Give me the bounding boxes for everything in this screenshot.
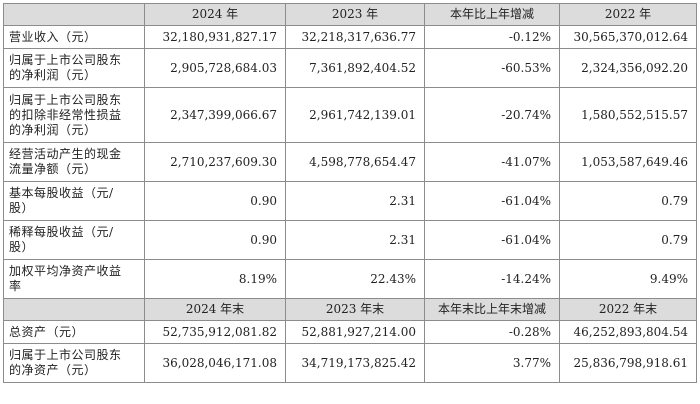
- row-label-line: 率: [9, 279, 22, 293]
- column-header: 本年末比上年末增减: [424, 298, 560, 321]
- value-cell: -14.24%: [424, 259, 560, 299]
- value-cell: 2,905,728,684.03: [144, 48, 286, 88]
- header-row: 2024 年末 2023 年末 本年末比上年末增减 2022 年末: [3, 298, 697, 321]
- row-label-line: 归属于上市公司股东: [9, 92, 122, 107]
- row-label-line: 的净利润（元）: [9, 122, 97, 137]
- value-cell: 0.79: [559, 220, 697, 260]
- row-label: 加权平均净资产收益率: [3, 259, 145, 299]
- value-cell: -41.07%: [424, 142, 560, 182]
- value-cell: 2,710,237,609.30: [144, 142, 286, 182]
- row-label-line: 流量净额（元）: [9, 162, 97, 176]
- row-label-line: 营业收入（元）: [9, 29, 97, 44]
- table-row: 基本每股收益（元/股） 0.90 2.31 -61.04% 0.79: [3, 181, 697, 221]
- value-cell: -61.04%: [424, 181, 560, 221]
- row-label-line: 归属于上市公司股东: [9, 53, 122, 67]
- row-label-line: 股）: [9, 240, 35, 254]
- value-cell: 46,252,893,804.54: [559, 320, 697, 344]
- value-cell: -0.12%: [424, 25, 560, 49]
- value-cell: 1,053,587,649.46: [559, 142, 697, 182]
- row-label-line: 加权平均净资产收益: [9, 264, 122, 278]
- value-cell: 0.79: [559, 181, 697, 221]
- column-header: 2022 年末: [559, 298, 697, 321]
- value-cell: 2,324,356,092.20: [559, 48, 697, 88]
- column-header: 本年比上年增减: [424, 3, 560, 26]
- row-label: 基本每股收益（元/股）: [3, 181, 145, 221]
- value-cell: 22.43%: [285, 259, 425, 299]
- row-label-line: 的扣除非经常性损益: [9, 107, 122, 122]
- row-label-line: 归属于上市公司股东: [9, 348, 122, 362]
- value-cell: 52,881,927,214.00: [285, 320, 425, 344]
- table-row: 加权平均净资产收益率 8.19% 22.43% -14.24% 9.49%: [3, 259, 697, 299]
- header-corner: [3, 3, 145, 26]
- row-label: 归属于上市公司股东 的净利润（元）: [3, 48, 145, 88]
- row-label: 归属于上市公司股东 的扣除非经常性损益 的净利润（元）: [3, 87, 145, 143]
- value-cell: -60.53%: [424, 48, 560, 88]
- value-cell: -61.04%: [424, 220, 560, 260]
- value-cell: 34,719,173,825.42: [285, 343, 425, 383]
- value-cell: 0.90: [144, 181, 286, 221]
- table-row: 营业收入（元） 32,180,931,827.17 32,218,317,636.7…: [3, 25, 697, 49]
- column-header: 2024 年: [144, 3, 286, 26]
- row-label-line: 总资产（元）: [9, 324, 85, 339]
- value-cell: 25,836,798,918.61: [559, 343, 697, 383]
- value-cell: 4,598,778,654.47: [285, 142, 425, 182]
- value-cell: 30,565,370,012.64: [559, 25, 697, 49]
- value-cell: 9.49%: [559, 259, 697, 299]
- value-cell: 2.31: [285, 220, 425, 260]
- value-cell: 0.90: [144, 220, 286, 260]
- table-row: 总资产（元） 52,735,912,081.82 52,881,927,214.00…: [3, 320, 697, 344]
- row-label-line: 的净利润（元）: [9, 68, 97, 82]
- table-row: 经营活动产生的现金 流量净额（元） 2,710,237,609.30 4,598,77…: [3, 142, 697, 182]
- table-row: 归属于上市公司股东 的扣除非经常性损益 的净利润（元） 2,347,399,066.6…: [3, 87, 697, 143]
- column-header: 2023 年末: [285, 298, 425, 321]
- column-header: 2023 年: [285, 3, 425, 26]
- value-cell: 52,735,912,081.82: [144, 320, 286, 344]
- header-corner: [3, 298, 145, 321]
- financial-table: 2024 年 2023 年本年比上年增减 2022 年营业收入（元） 32,180,9…: [3, 3, 697, 383]
- value-cell: 36,028,046,171.08: [144, 343, 286, 383]
- value-cell: -0.28%: [424, 320, 560, 344]
- column-header: 2024 年末: [144, 298, 286, 321]
- value-cell: 2,347,399,066.67: [144, 87, 286, 143]
- table-row: 归属于上市公司股东 的净资产（元） 36,028,046,171.08 34,719,…: [3, 343, 697, 383]
- table-row: 归属于上市公司股东 的净利润（元） 2,905,728,684.03 7,361,89…: [3, 48, 697, 88]
- row-label-line: 的净资产（元）: [9, 363, 97, 377]
- value-cell: 7,361,892,404.52: [285, 48, 425, 88]
- value-cell: 1,580,552,515.57: [559, 87, 697, 143]
- row-label: 归属于上市公司股东 的净资产（元）: [3, 343, 145, 383]
- value-cell: 3.77%: [424, 343, 560, 383]
- row-label-line: 基本每股收益（元/: [9, 186, 114, 200]
- row-label: 营业收入（元）: [3, 25, 145, 49]
- row-label-line: 股）: [9, 201, 35, 215]
- value-cell: 8.19%: [144, 259, 286, 299]
- value-cell: 2,961,742,139.01: [285, 87, 425, 143]
- header-row: 2024 年 2023 年本年比上年增减 2022 年: [3, 3, 697, 26]
- value-cell: 32,218,317,636.77: [285, 25, 425, 49]
- table-row: 稀释每股收益（元/股） 0.90 2.31 -61.04% 0.79: [3, 220, 697, 260]
- row-label-line: 稀释每股收益（元/: [9, 225, 114, 239]
- value-cell: 32,180,931,827.17: [144, 25, 286, 49]
- row-label: 经营活动产生的现金 流量净额（元）: [3, 142, 145, 182]
- row-label: 稀释每股收益（元/股）: [3, 220, 145, 260]
- row-label-line: 经营活动产生的现金: [9, 147, 122, 161]
- value-cell: -20.74%: [424, 87, 560, 143]
- value-cell: 2.31: [285, 181, 425, 221]
- column-header: 2022 年: [559, 3, 697, 26]
- row-label: 总资产（元）: [3, 320, 145, 344]
